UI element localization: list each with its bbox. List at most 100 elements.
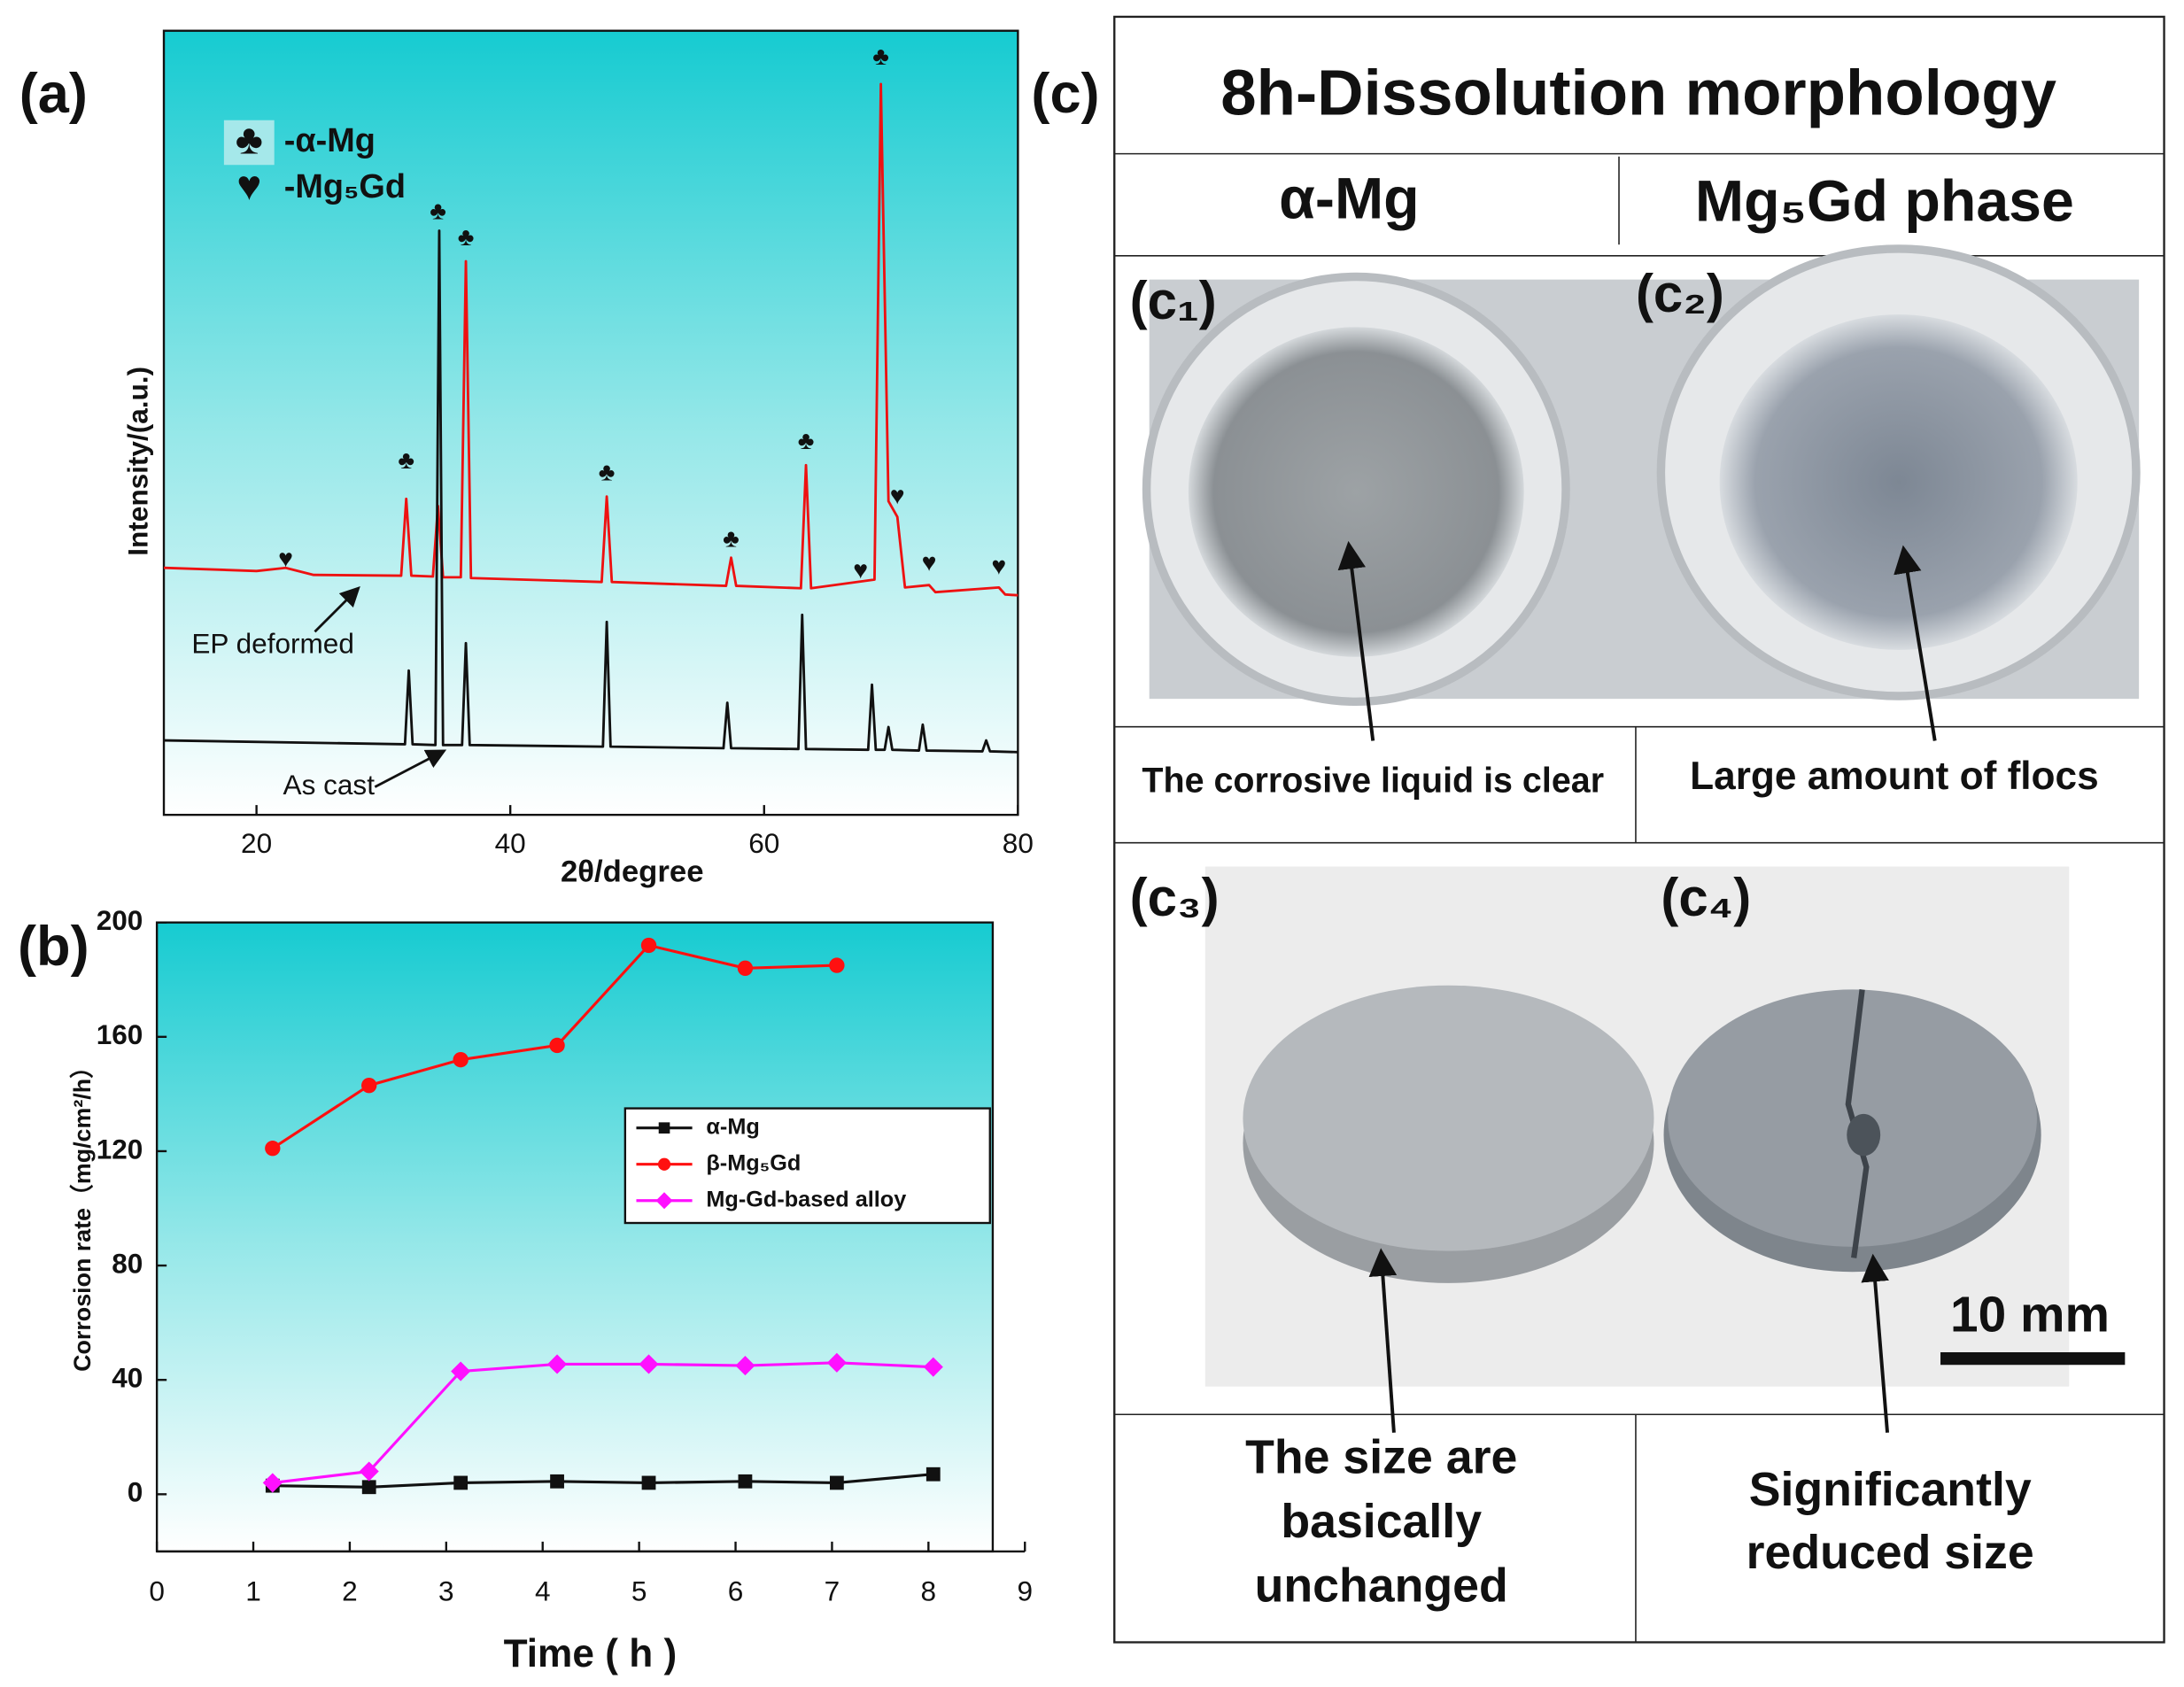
marker bbox=[829, 957, 845, 973]
series-line bbox=[272, 1361, 933, 1484]
marker bbox=[549, 1037, 565, 1054]
marker bbox=[550, 1474, 564, 1489]
legend-symbol: ♣ bbox=[236, 116, 263, 163]
x-tick-label: 1 bbox=[245, 1575, 261, 1607]
marker bbox=[453, 1051, 469, 1068]
panel-label: (c) bbox=[1031, 63, 1099, 125]
legend-label: β-Mg₅Gd bbox=[706, 1150, 801, 1175]
table-frame bbox=[1113, 15, 2165, 1644]
x-tick-label: 9 bbox=[1017, 1575, 1033, 1607]
column-header: α-Mg bbox=[1279, 166, 1419, 231]
series-annotation: As cast bbox=[283, 769, 376, 801]
photo-label: (c₂) bbox=[1636, 264, 1724, 323]
y-tick-label: 80 bbox=[112, 1247, 143, 1279]
y-tick-label: 40 bbox=[112, 1362, 143, 1394]
panel-c: (c) 8h-Dissolution morphology α-Mg Mg₅Gd… bbox=[1031, 15, 2165, 1644]
y-axis-label: Corrosion rate（mg/cm²/h） bbox=[69, 1055, 96, 1372]
marker bbox=[738, 1474, 753, 1489]
series-line bbox=[163, 82, 1018, 597]
x-tick-label: 5 bbox=[631, 1575, 647, 1607]
marker bbox=[265, 1141, 281, 1157]
table-title: 8h-Dissolution morphology bbox=[1220, 58, 2056, 129]
legend-highlight bbox=[223, 120, 275, 166]
marker bbox=[641, 1475, 656, 1490]
marker bbox=[451, 1361, 471, 1381]
series-line bbox=[272, 1473, 933, 1489]
arrow bbox=[1861, 1253, 1890, 1433]
x-tick-label: 2 bbox=[342, 1575, 358, 1607]
marker bbox=[361, 1480, 376, 1495]
plot-frame bbox=[162, 29, 1019, 816]
x-tick-label: 6 bbox=[728, 1575, 744, 1607]
caption: The corrosive liquid is clear bbox=[1142, 761, 1604, 800]
peak-marker: ♣ bbox=[430, 197, 446, 226]
marker bbox=[361, 1078, 377, 1094]
caption: unchanged bbox=[1255, 1559, 1508, 1613]
x-tick-label: 8 bbox=[921, 1575, 937, 1607]
arrow bbox=[1337, 540, 1375, 741]
caption: The size are bbox=[1245, 1430, 1517, 1483]
legend-marker bbox=[657, 1157, 671, 1171]
x-tick-label: 3 bbox=[438, 1575, 454, 1607]
marker bbox=[925, 1466, 941, 1482]
peak-marker: ♣ bbox=[398, 446, 414, 475]
legend-label: -Mg₅Gd bbox=[284, 168, 406, 205]
scale-label: 10 mm bbox=[1950, 1287, 2110, 1343]
arrow bbox=[314, 586, 360, 633]
legend-label: -α-Mg bbox=[284, 122, 376, 159]
legend-marker bbox=[658, 1122, 670, 1134]
peak-marker: ♥ bbox=[853, 556, 868, 584]
peak-marker: ♣ bbox=[872, 43, 889, 71]
panel-label: (b) bbox=[18, 916, 89, 978]
x-axis-label: 2θ/degree bbox=[561, 855, 704, 889]
x-tick-label: 7 bbox=[825, 1575, 840, 1607]
x-tick-label: 0 bbox=[149, 1575, 165, 1607]
x-tick-label: 20 bbox=[241, 827, 272, 859]
caption: basically bbox=[1281, 1495, 1482, 1548]
photo-label: (c₄) bbox=[1661, 868, 1751, 927]
arrow bbox=[1894, 545, 1937, 741]
peak-marker: ♣ bbox=[599, 458, 616, 486]
marker bbox=[640, 937, 657, 954]
flocs bbox=[1719, 314, 2078, 650]
peak-marker: ♣ bbox=[458, 223, 475, 252]
disk bbox=[1243, 985, 1654, 1251]
clear-liquid bbox=[1188, 327, 1524, 657]
x-tick-label: 4 bbox=[535, 1575, 551, 1607]
y-tick-label: 160 bbox=[97, 1018, 143, 1050]
legend-symbol: ♥ bbox=[236, 163, 261, 210]
photo-label: (c₃) bbox=[1130, 868, 1220, 927]
caption: Large amount of flocs bbox=[1690, 755, 2099, 798]
chart: 0 1 2 3 4 5 6 7 8 9 0 40 80 120 160 200(b) Time ( h ) Cor… bbox=[18, 904, 1033, 1675]
x-tick-label: 40 bbox=[495, 827, 526, 859]
arrow bbox=[1368, 1248, 1398, 1433]
marker bbox=[923, 1357, 943, 1377]
marker bbox=[829, 1475, 844, 1490]
peak-marker: ♥ bbox=[922, 548, 937, 577]
arrow bbox=[374, 749, 447, 788]
photo-label: (c₁) bbox=[1130, 271, 1217, 330]
marker bbox=[737, 960, 754, 977]
legend-label: Mg-Gd-based alloy bbox=[706, 1187, 906, 1211]
marker bbox=[826, 1352, 847, 1373]
legend-label: α-Mg bbox=[706, 1114, 759, 1139]
chart: 20 40 60 80 (a) 2θ/degree Intensity/(a.u.) ♣ ♣ ♣ ♣… bbox=[19, 29, 1034, 889]
peak-marker: ♣ bbox=[723, 525, 740, 553]
peak-marker: ♥ bbox=[278, 545, 293, 573]
marker bbox=[359, 1461, 379, 1482]
hole bbox=[1847, 1113, 1881, 1157]
peak-marker: ♣ bbox=[798, 427, 815, 455]
y-tick-label: 0 bbox=[128, 1476, 143, 1508]
marker bbox=[453, 1475, 469, 1490]
x-tick-label: 80 bbox=[1003, 827, 1034, 859]
y-tick-label: 120 bbox=[97, 1133, 143, 1165]
peak-marker: ♥ bbox=[991, 553, 1006, 581]
marker bbox=[735, 1356, 755, 1376]
x-tick-label: 60 bbox=[748, 827, 779, 859]
y-axis-label: Intensity/(a.u.) bbox=[122, 367, 154, 556]
caption: reduced size bbox=[1746, 1526, 2034, 1579]
plot-background bbox=[157, 922, 993, 1552]
x-axis-label: Time ( h ) bbox=[504, 1632, 678, 1675]
marker bbox=[547, 1354, 568, 1374]
